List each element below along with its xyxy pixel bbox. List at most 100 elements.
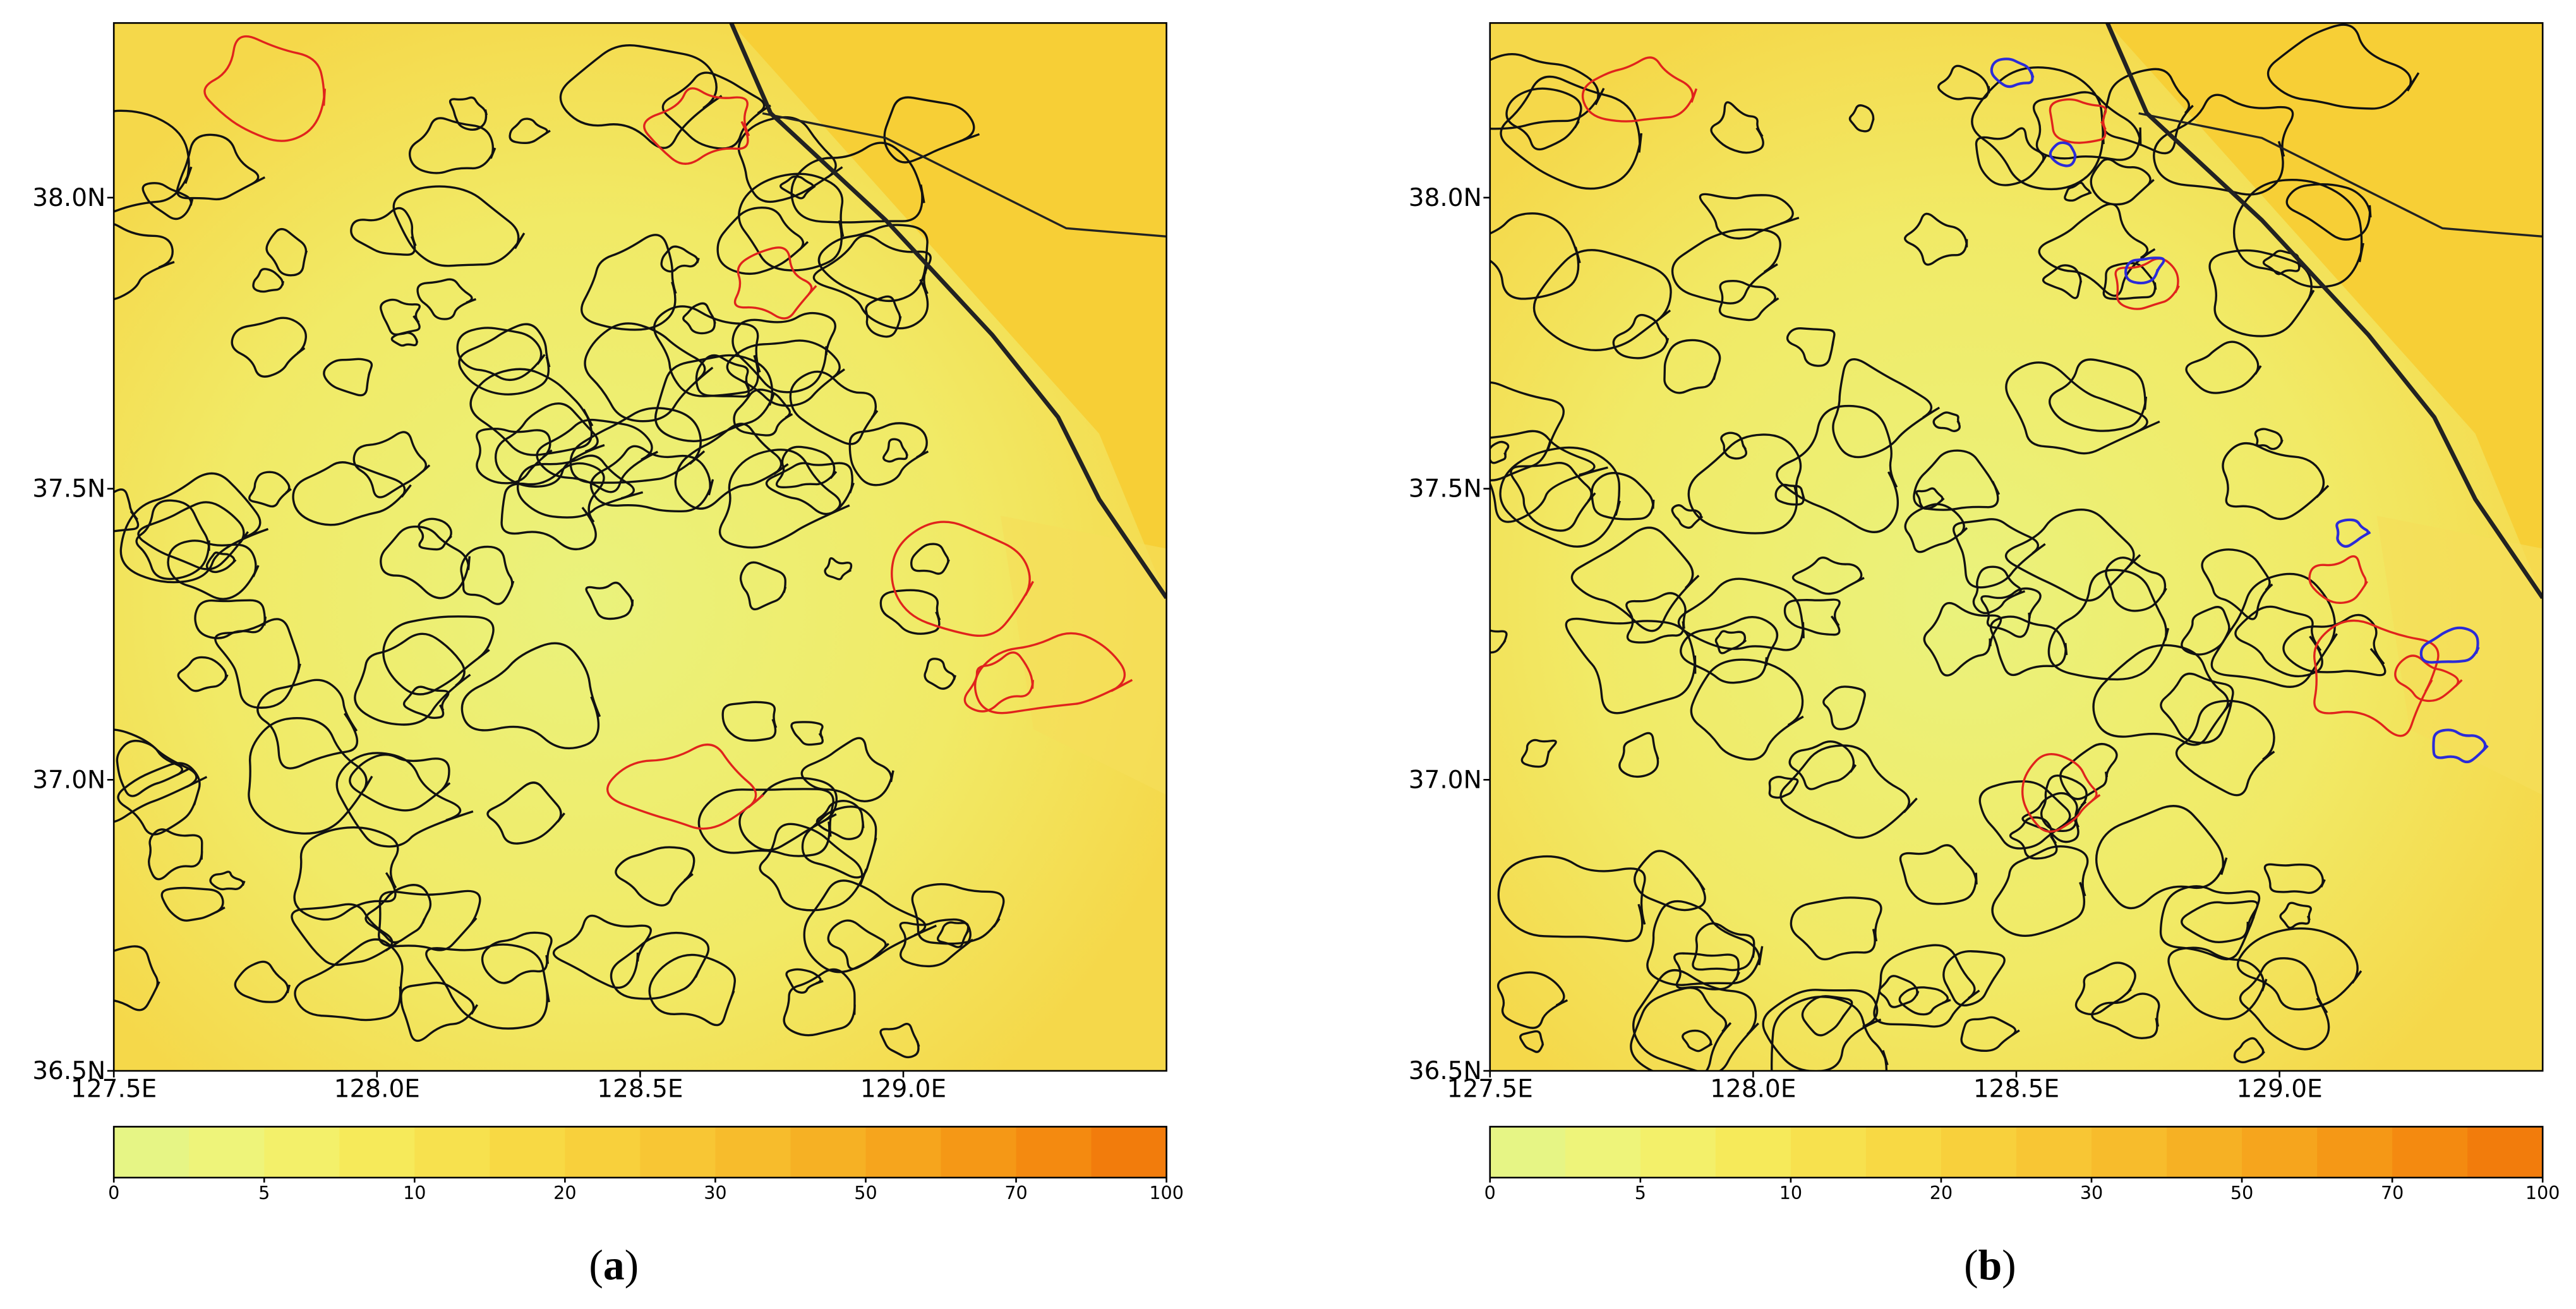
contour xyxy=(1791,557,1865,595)
contour xyxy=(476,428,553,485)
contour xyxy=(1710,101,1764,154)
contour xyxy=(486,781,565,845)
colorbar-segment xyxy=(790,1126,867,1178)
contour xyxy=(1980,587,2042,638)
coast-zone xyxy=(1001,516,1167,795)
colorbar-segment xyxy=(1865,1126,1942,1178)
contour xyxy=(1690,658,1804,761)
colorbar-tick-label: 100 xyxy=(2525,1182,2560,1203)
contour xyxy=(248,471,292,508)
y-tick-label: 38.0N xyxy=(32,184,105,212)
contour xyxy=(785,968,824,994)
contour xyxy=(2233,1037,2265,1064)
x-tick-label: 127.5E xyxy=(71,1075,157,1104)
red-contour xyxy=(203,35,327,142)
contour xyxy=(1646,900,1764,986)
contour xyxy=(2092,644,2234,746)
colorbar-segment xyxy=(1640,1126,1717,1178)
contour xyxy=(335,752,474,848)
panel-label-part: ( xyxy=(1964,1241,1978,1289)
contour xyxy=(783,968,856,1037)
contour xyxy=(1975,127,2048,186)
colorbar-frame xyxy=(112,1126,1167,1179)
contour xyxy=(1878,975,1920,1008)
contour xyxy=(1923,601,2002,677)
contour xyxy=(2285,183,2372,241)
contour xyxy=(569,407,706,484)
contour xyxy=(1520,739,1557,768)
contour xyxy=(739,561,787,611)
contour xyxy=(584,322,714,423)
colorbar-segment xyxy=(941,1126,1017,1178)
contour xyxy=(726,339,845,407)
colorbar-segment xyxy=(1565,1126,1642,1178)
panel-label-part: b xyxy=(1978,1241,2002,1289)
contour xyxy=(660,245,700,273)
colorbar-segment xyxy=(264,1126,340,1178)
y-tick-label: 37.5N xyxy=(1409,475,1482,504)
contour xyxy=(1960,1016,2020,1053)
contour xyxy=(2049,358,2148,432)
colorbar-segment xyxy=(414,1126,491,1178)
boundary xyxy=(2138,112,2543,238)
colorbar-tick-label: 20 xyxy=(553,1182,576,1203)
colorbar-segment xyxy=(1490,1126,1567,1178)
red-contour xyxy=(963,651,1034,713)
contour xyxy=(2005,361,2160,455)
colorbar-segment xyxy=(565,1126,641,1178)
red-contour xyxy=(733,246,817,320)
contour xyxy=(1991,845,2089,937)
panel-label: (a) xyxy=(589,1241,639,1289)
contour xyxy=(1788,740,1857,790)
contour xyxy=(1490,212,1581,300)
contour xyxy=(899,918,973,968)
contour xyxy=(248,717,373,835)
contour xyxy=(147,828,203,881)
panel-label-part: ( xyxy=(589,1241,603,1289)
contour xyxy=(1519,1030,1544,1053)
sea-area xyxy=(2107,23,2543,598)
contour xyxy=(1714,630,1747,654)
contour xyxy=(1932,411,1961,433)
contour xyxy=(2266,23,2420,110)
contour xyxy=(390,332,419,347)
colorbar-segment xyxy=(490,1126,566,1178)
colorbar-tick-label: 100 xyxy=(1149,1182,1184,1203)
contour xyxy=(408,117,497,174)
contour xyxy=(2239,957,2330,1051)
contour xyxy=(1770,996,1889,1071)
blue-contour xyxy=(2124,256,2165,285)
colorbar-segment xyxy=(640,1126,716,1178)
contour xyxy=(291,903,400,966)
contour xyxy=(364,884,432,944)
contour xyxy=(2095,805,2228,910)
colorbar-segment xyxy=(2392,1126,2469,1178)
contour xyxy=(114,109,193,213)
contour xyxy=(1699,193,1800,240)
contour xyxy=(2254,428,2284,450)
sea-area xyxy=(731,23,1167,598)
red-contour xyxy=(1581,56,1698,123)
boundary xyxy=(762,112,1167,238)
contour xyxy=(610,931,710,1000)
x-tick-label: 127.5E xyxy=(1447,1075,1533,1104)
contour xyxy=(2237,927,2362,1011)
contour xyxy=(2279,902,2312,929)
contour xyxy=(1632,969,1759,1071)
contour xyxy=(1570,526,1700,632)
contour xyxy=(509,118,551,145)
colorbar-tick-label: 10 xyxy=(403,1182,426,1203)
contour xyxy=(790,721,824,746)
contour xyxy=(2090,158,2155,206)
panel-label-part: ) xyxy=(625,1241,639,1289)
contour xyxy=(1790,896,1882,961)
x-tick-label: 128.5E xyxy=(597,1075,683,1104)
contour xyxy=(2201,548,2273,620)
contour xyxy=(2047,569,2170,681)
contour xyxy=(2159,885,2261,960)
blue-contour xyxy=(1990,57,2035,88)
contour xyxy=(1904,212,1968,266)
contour xyxy=(801,805,877,879)
colorbar-segment xyxy=(1715,1126,1792,1178)
x-tick-label: 128.5E xyxy=(1973,1075,2059,1104)
